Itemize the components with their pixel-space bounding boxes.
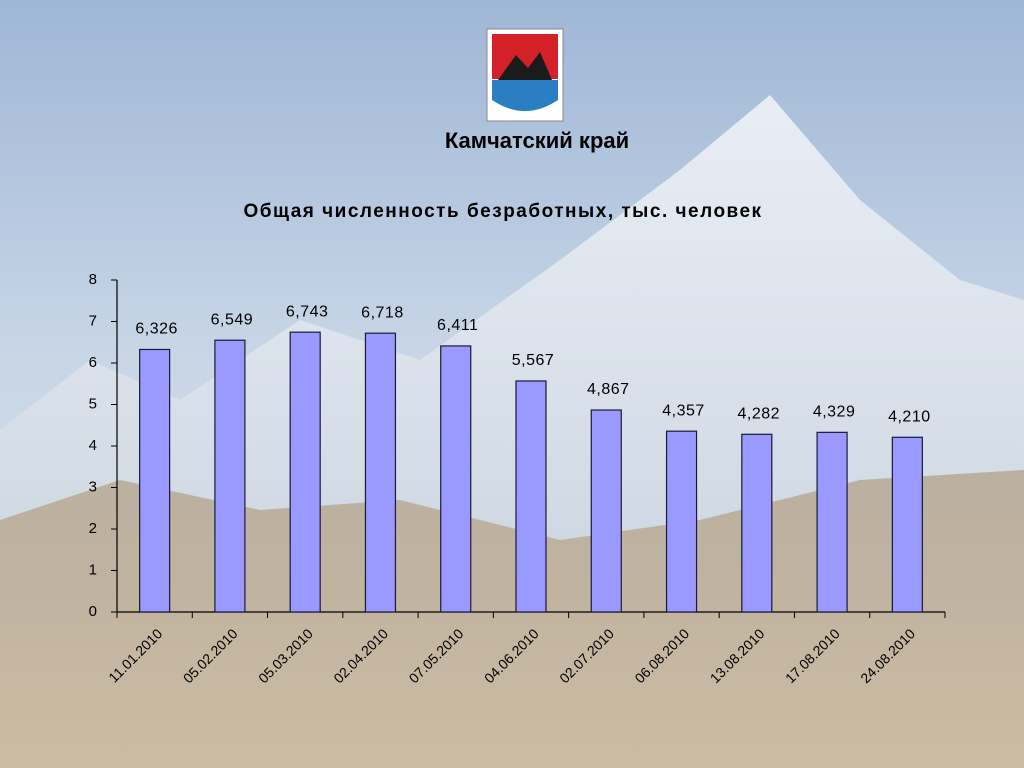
y-tick-label: 3 — [89, 478, 97, 495]
y-tick-label: 2 — [89, 520, 97, 537]
y-tick-label: 6 — [89, 354, 97, 371]
bar — [289, 331, 321, 613]
y-tick-label: 7 — [89, 312, 97, 329]
y-tick-label: 5 — [89, 395, 97, 412]
chart-title: Общая численность безработных, тыс. чело… — [243, 201, 762, 222]
logo — [486, 28, 564, 122]
bar — [665, 430, 698, 613]
value-label: 4,867 — [587, 381, 630, 398]
y-tick-label: 0 — [89, 603, 97, 620]
value-label: 6,743 — [286, 303, 329, 320]
value-label: 6,549 — [211, 311, 254, 328]
value-label: 6,411 — [437, 317, 478, 334]
logo-volcano — [498, 52, 552, 80]
bar — [364, 332, 397, 613]
value-label: 4,210 — [888, 409, 931, 426]
bar — [214, 339, 246, 613]
logo-sea — [492, 80, 558, 111]
value-label: 4,329 — [813, 404, 856, 421]
bar — [590, 409, 622, 613]
bar — [139, 348, 171, 613]
value-label: 6,718 — [361, 304, 404, 321]
header-title: Камчатский край — [445, 128, 629, 153]
bar — [816, 431, 848, 613]
y-tick-label: 1 — [89, 561, 97, 578]
y-tick-label: 4 — [89, 437, 97, 454]
value-label: 5,567 — [512, 352, 555, 369]
bar — [440, 345, 472, 613]
value-label: 4,282 — [738, 406, 781, 423]
bar — [891, 436, 923, 613]
bar — [515, 380, 547, 613]
value-label: 4,357 — [662, 402, 705, 419]
y-tick-label: 8 — [89, 271, 97, 288]
bar — [741, 433, 773, 613]
value-label: 6,326 — [135, 321, 178, 338]
